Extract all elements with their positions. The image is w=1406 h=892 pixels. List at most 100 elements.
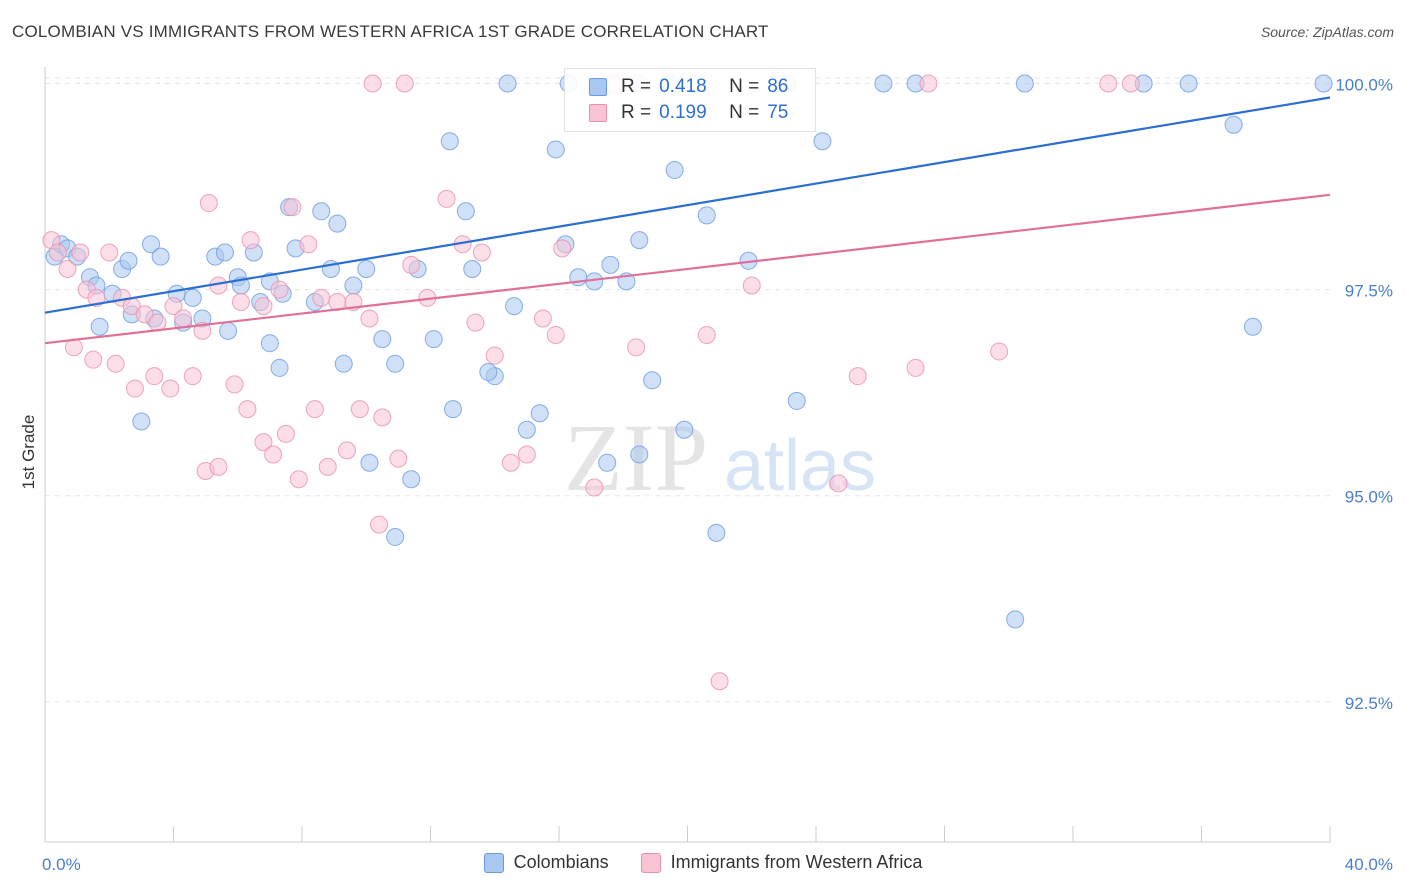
western-africa-point <box>466 313 485 332</box>
colombian-point <box>151 247 170 266</box>
source-label: Source: ZipAtlas.com <box>1260 24 1394 40</box>
legend-swatch-western-africa <box>589 104 607 122</box>
series-name-western-africa: Immigrants from Western Africa <box>670 852 923 872</box>
colombian-point <box>90 317 109 336</box>
y-tick-label: 97.5% <box>1345 282 1393 301</box>
western-africa-trend-line <box>44 193 1331 345</box>
y-tick-label: 95.0% <box>1345 488 1393 507</box>
western-africa-point <box>485 346 504 365</box>
series-swatch-colombians <box>483 852 504 873</box>
western-africa-point <box>199 194 218 213</box>
western-africa-point <box>164 297 183 316</box>
legend-n-label: N = <box>729 102 760 123</box>
stats-legend: R = 0.418 N = 86 R = 0.199 N = 75 <box>564 68 816 132</box>
trend-lines <box>44 96 1331 345</box>
western-africa-point <box>254 433 273 452</box>
western-africa-point <box>71 243 90 262</box>
colombian-point <box>357 259 376 278</box>
data-points <box>42 74 1333 691</box>
western-africa-point <box>48 243 67 262</box>
western-africa-point <box>100 243 119 262</box>
western-africa-point <box>848 367 867 386</box>
legend-r-value: 0.199 <box>659 102 707 123</box>
colombian-point <box>142 235 161 254</box>
western-africa-point <box>389 449 408 468</box>
colombian-point <box>1006 610 1025 629</box>
watermark-atlas: atlas <box>724 426 876 506</box>
western-africa-point <box>360 309 379 328</box>
western-africa-point <box>84 350 103 369</box>
western-africa-point <box>58 259 77 278</box>
western-africa-point <box>183 367 202 386</box>
colombian-point <box>630 231 649 250</box>
legend-row-colombians: R = 0.418 N = 86 <box>589 75 788 99</box>
colombian-point <box>1179 74 1198 93</box>
legend-r-label: R = <box>621 102 652 123</box>
colombian-point <box>386 354 405 373</box>
colombian-point <box>463 259 482 278</box>
western-africa-point <box>209 457 228 476</box>
western-africa-point <box>270 280 289 299</box>
series-legend: Colombians Immigrants from Western Afric… <box>0 852 1406 873</box>
axes <box>44 67 1331 843</box>
legend-n-label: N = <box>729 76 760 97</box>
colombian-point <box>132 412 151 431</box>
colombian-point <box>598 453 617 472</box>
western-africa-point <box>264 445 283 464</box>
colombian-point <box>183 288 202 307</box>
western-africa-point <box>161 379 180 398</box>
colombian-point <box>697 206 716 225</box>
colombian-point <box>402 470 421 489</box>
western-africa-point <box>283 198 302 217</box>
colombian-point <box>219 321 238 340</box>
colombian-point <box>373 330 392 349</box>
western-africa-point <box>501 453 520 472</box>
western-africa-point <box>289 470 308 489</box>
western-africa-point <box>533 309 552 328</box>
western-africa-point <box>627 338 646 357</box>
western-africa-point <box>395 74 414 93</box>
series-legend-colombians: Colombians <box>483 852 609 873</box>
western-africa-point <box>370 515 389 534</box>
western-africa-point <box>350 400 369 419</box>
colombian-point <box>665 161 684 180</box>
western-africa-point <box>318 457 337 476</box>
colombian-point <box>424 330 443 349</box>
colombian-point <box>530 404 549 423</box>
colombian-point <box>360 453 379 472</box>
western-africa-point <box>402 255 421 274</box>
legend-r-value: 0.418 <box>659 76 707 97</box>
western-africa-point <box>437 189 456 208</box>
colombian-point <box>787 391 806 410</box>
western-africa-point <box>1099 74 1118 93</box>
y-tick-label: 92.5% <box>1345 694 1393 713</box>
colombian-point <box>479 363 498 382</box>
western-africa-point <box>299 235 318 254</box>
western-africa-point <box>305 400 324 419</box>
legend-n-value: 75 <box>767 102 789 123</box>
y-axis-label: 1st Grade <box>19 415 38 490</box>
colombian-point <box>517 420 536 439</box>
y-tick-label: 100.0% <box>1335 75 1393 94</box>
western-africa-point <box>312 288 331 307</box>
colombian-point <box>270 358 289 377</box>
western-africa-point <box>231 292 250 311</box>
colombian-point <box>312 202 331 221</box>
colombian-point <box>260 334 279 353</box>
western-africa-point <box>145 367 164 386</box>
western-africa-point <box>585 478 604 497</box>
colombian-point <box>334 354 353 373</box>
x-tick-label-max: 40.0% <box>1345 855 1393 874</box>
western-africa-point <box>919 74 938 93</box>
colombian-point <box>1314 74 1333 93</box>
western-africa-point <box>87 288 106 307</box>
western-africa-point <box>1121 74 1140 93</box>
western-africa-point <box>742 276 761 295</box>
western-africa-point <box>125 379 144 398</box>
western-africa-point <box>373 408 392 427</box>
x-tick-label-min: 0.0% <box>42 855 81 874</box>
colombian-point <box>675 420 694 439</box>
colombian-point <box>456 202 475 221</box>
western-africa-point <box>710 672 729 691</box>
